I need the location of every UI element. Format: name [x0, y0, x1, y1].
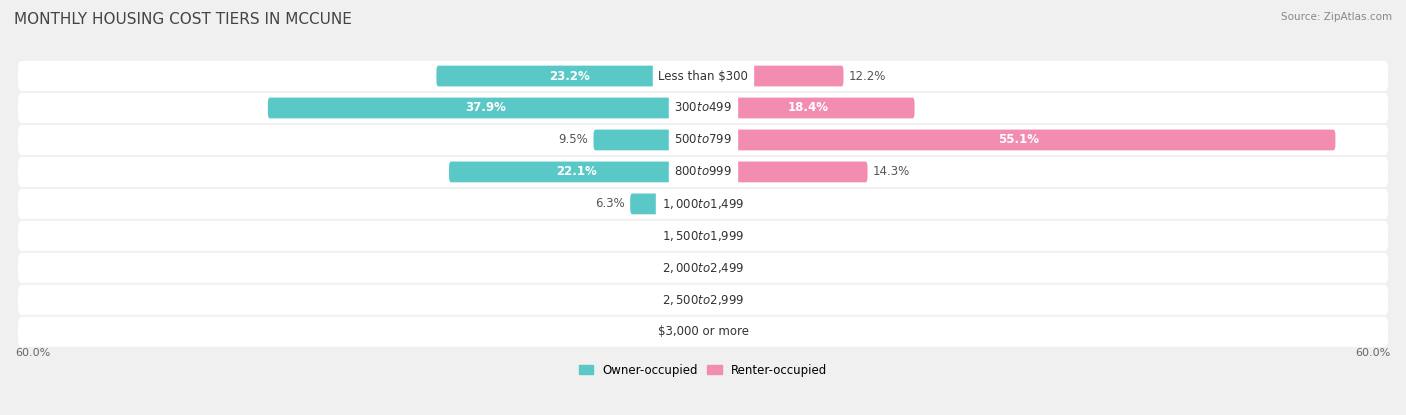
Text: 0.0%: 0.0% — [709, 293, 738, 306]
Text: $1,500 to $1,999: $1,500 to $1,999 — [662, 229, 744, 243]
Text: 0.0%: 0.0% — [709, 261, 738, 274]
FancyBboxPatch shape — [18, 221, 1388, 251]
Text: Less than $300: Less than $300 — [652, 70, 754, 83]
FancyBboxPatch shape — [18, 125, 1388, 155]
FancyBboxPatch shape — [593, 129, 703, 150]
Text: $2,000 to $2,499: $2,000 to $2,499 — [659, 260, 747, 275]
Text: 0.0%: 0.0% — [709, 198, 738, 210]
Text: 1.1%: 1.1% — [655, 261, 685, 274]
Text: 55.1%: 55.1% — [998, 134, 1039, 146]
Text: 22.1%: 22.1% — [555, 166, 596, 178]
Text: $1,000 to $1,499: $1,000 to $1,499 — [662, 197, 744, 211]
Text: $300 to $499: $300 to $499 — [673, 102, 733, 115]
Text: 0.0%: 0.0% — [668, 325, 697, 338]
FancyBboxPatch shape — [18, 61, 1388, 91]
Text: 6.3%: 6.3% — [595, 198, 626, 210]
FancyBboxPatch shape — [267, 98, 703, 118]
Text: 0.0%: 0.0% — [668, 229, 697, 242]
Text: $1,000 to $1,499: $1,000 to $1,499 — [659, 196, 747, 211]
Text: $800 to $999: $800 to $999 — [673, 166, 733, 178]
Text: 18.4%: 18.4% — [787, 102, 830, 115]
FancyBboxPatch shape — [18, 189, 1388, 219]
Text: Source: ZipAtlas.com: Source: ZipAtlas.com — [1281, 12, 1392, 22]
FancyBboxPatch shape — [18, 93, 1388, 123]
FancyBboxPatch shape — [703, 129, 1336, 150]
Text: Less than $300: Less than $300 — [658, 70, 748, 83]
Text: $500 to $799: $500 to $799 — [673, 134, 733, 146]
Text: $1,500 to $1,999: $1,500 to $1,999 — [659, 228, 747, 243]
Text: $3,000 or more: $3,000 or more — [652, 325, 754, 338]
Text: MONTHLY HOUSING COST TIERS IN MCCUNE: MONTHLY HOUSING COST TIERS IN MCCUNE — [14, 12, 352, 27]
FancyBboxPatch shape — [18, 157, 1388, 187]
FancyBboxPatch shape — [436, 66, 703, 86]
Text: $800 to $999: $800 to $999 — [673, 166, 733, 178]
Text: 9.5%: 9.5% — [558, 134, 588, 146]
FancyBboxPatch shape — [630, 193, 703, 214]
FancyBboxPatch shape — [18, 317, 1388, 347]
Text: 37.9%: 37.9% — [465, 102, 506, 115]
Text: 14.3%: 14.3% — [873, 166, 910, 178]
Text: 60.0%: 60.0% — [1355, 349, 1391, 359]
Text: $2,000 to $2,499: $2,000 to $2,499 — [662, 261, 744, 275]
Text: 60.0%: 60.0% — [15, 349, 51, 359]
Text: 0.0%: 0.0% — [709, 229, 738, 242]
Text: 0.0%: 0.0% — [709, 325, 738, 338]
Legend: Owner-occupied, Renter-occupied: Owner-occupied, Renter-occupied — [574, 359, 832, 381]
FancyBboxPatch shape — [690, 257, 703, 278]
Text: $2,500 to $2,999: $2,500 to $2,999 — [662, 293, 744, 307]
Text: $500 to $799: $500 to $799 — [673, 134, 733, 146]
FancyBboxPatch shape — [703, 66, 844, 86]
FancyBboxPatch shape — [18, 253, 1388, 283]
FancyBboxPatch shape — [703, 98, 914, 118]
Text: 0.0%: 0.0% — [668, 293, 697, 306]
Text: $2,500 to $2,999: $2,500 to $2,999 — [659, 292, 747, 307]
Text: $3,000 or more: $3,000 or more — [658, 325, 748, 338]
FancyBboxPatch shape — [449, 161, 703, 182]
Text: 23.2%: 23.2% — [550, 70, 591, 83]
FancyBboxPatch shape — [18, 285, 1388, 315]
Text: $300 to $499: $300 to $499 — [673, 102, 733, 115]
Text: 12.2%: 12.2% — [849, 70, 886, 83]
FancyBboxPatch shape — [703, 161, 868, 182]
